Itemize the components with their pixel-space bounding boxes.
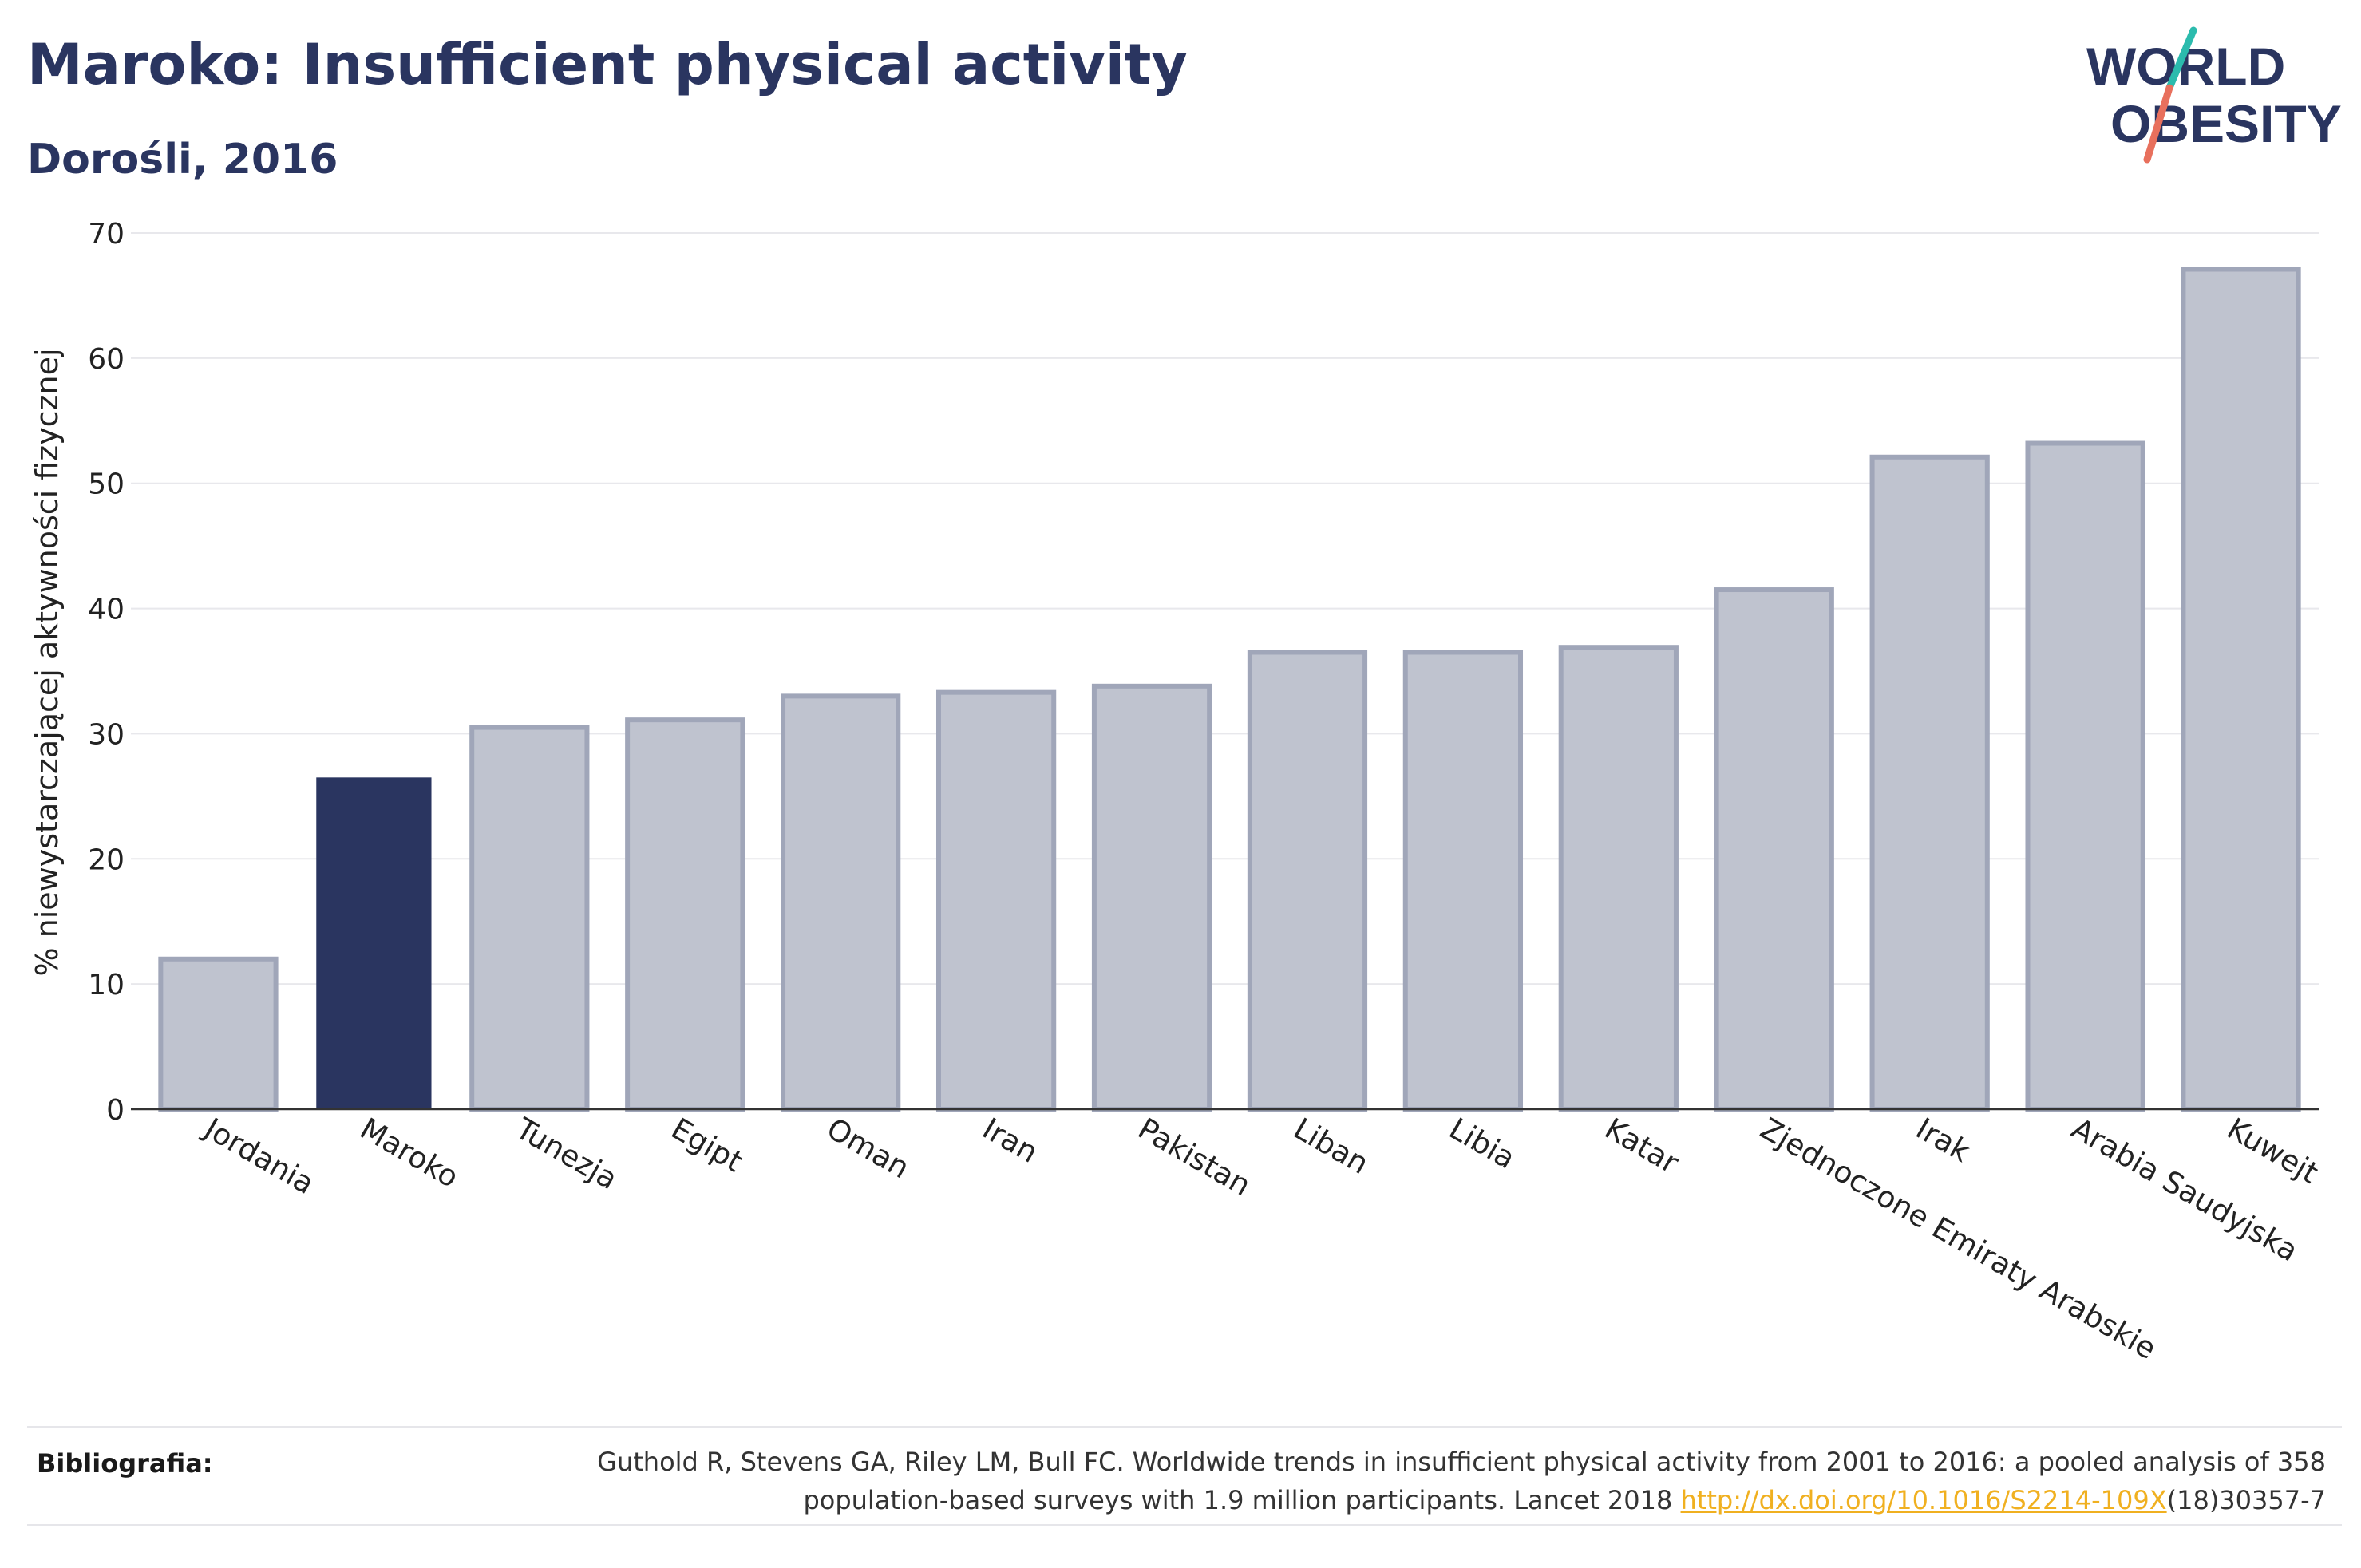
x-tick-label: Oman <box>821 1112 916 1186</box>
page-title: Maroko: Insufficient physical activity <box>27 32 1188 97</box>
x-tick-label: Katar <box>1599 1112 1685 1181</box>
x-tick-label: Liban <box>1287 1112 1374 1181</box>
x-tick-label: Maroko <box>354 1112 465 1195</box>
y-axis-ticks: 0 10 20 30 40 50 60 70 <box>88 218 125 1127</box>
y-tick-label: 70 <box>88 218 125 251</box>
footer-divider-bottom <box>27 1524 2342 1526</box>
y-tick-label: 50 <box>88 468 125 501</box>
bibliography-line2-suffix: (18)30357-7 <box>2166 1485 2326 1515</box>
y-tick-label: 30 <box>88 718 125 751</box>
grid-lines <box>131 232 2319 985</box>
x-tick-label: Tunezja <box>509 1111 623 1196</box>
bar-liban <box>1247 650 1368 1112</box>
y-tick-label: 40 <box>88 594 125 626</box>
footer-divider-top <box>27 1426 2342 1428</box>
bar-egipt <box>625 717 745 1112</box>
y-tick-label: 60 <box>88 343 125 376</box>
bar-libia <box>1402 650 1524 1112</box>
bibliography-line1: Guthold R, Stevens GA, Riley LM, Bull FC… <box>597 1447 2326 1477</box>
x-tick-label: Jordania <box>197 1111 320 1202</box>
bar-zjednoczone-emiraty-arabskie <box>1714 587 1834 1112</box>
bar-irak <box>1869 454 1990 1112</box>
x-tick-label: Pakistan <box>1133 1112 1257 1203</box>
page-subtitle: Dorośli, 2016 <box>27 136 338 184</box>
x-tick-label: Libia <box>1443 1112 1521 1176</box>
bar-iran <box>935 689 1057 1112</box>
bar-pakistan <box>1091 683 1212 1112</box>
bar-oman <box>781 693 901 1112</box>
bibliography-doi-link[interactable]: http://dx.doi.org/10.1016/S2214-109X <box>1680 1485 2167 1515</box>
bars <box>158 267 2301 1112</box>
bar-katar <box>1558 645 1679 1112</box>
logo-slash-coral <box>2143 84 2173 164</box>
bar-jordania <box>158 956 279 1112</box>
bibliography-line2-prefix: population-based surveys with 1.9 millio… <box>803 1485 1681 1515</box>
x-tick-label: Irak <box>1910 1112 1976 1170</box>
bar-arabia-saudyjska <box>2025 440 2145 1112</box>
bar-maroko <box>316 777 432 1109</box>
y-tick-label: 10 <box>88 969 125 1001</box>
bar-chart: 0 10 20 30 40 50 60 70 Jordania Maroko Tunezja Egi… <box>30 218 2324 1367</box>
x-axis-labels: Jordania Maroko Tunezja Egipt Oman Iran Pakist… <box>197 1111 2323 1367</box>
x-tick-label: Egipt <box>666 1112 749 1179</box>
x-tick-label: Iran <box>977 1112 1044 1170</box>
x-tick-label: Kuwejt <box>2221 1112 2324 1191</box>
bar-tunezja <box>469 725 590 1112</box>
y-tick-label: 0 <box>106 1094 125 1127</box>
y-axis-label: % niewystarczającej aktywności fizycznej <box>30 348 65 976</box>
bibliography-text: Guthold R, Stevens GA, Riley LM, Bull FC… <box>490 1443 2326 1519</box>
world-obesity-logo: WORLD OBESITY <box>2086 26 2342 164</box>
bar-kuwejt <box>2181 267 2301 1112</box>
bibliography-label: Bibliografia: <box>37 1448 213 1479</box>
y-tick-label: 20 <box>88 843 125 876</box>
logo-slash-teal <box>2165 26 2197 92</box>
